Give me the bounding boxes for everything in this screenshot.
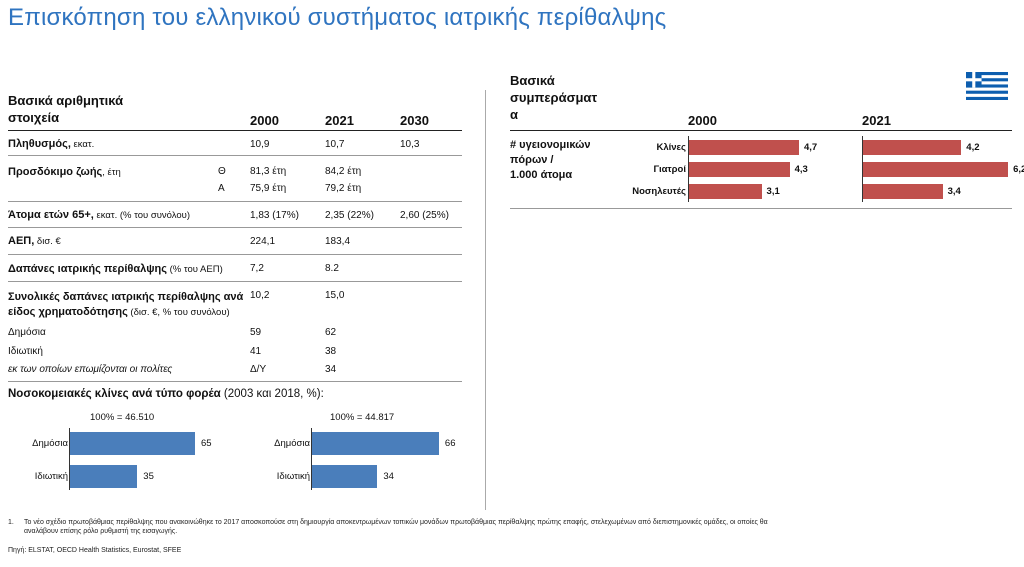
resource-value-label: 6,2: [1013, 164, 1024, 175]
elderly-2030: 2,60 (25%): [400, 210, 449, 221]
elderly-label: Άτομα ετών 65+, εκατ. (% του συνόλου): [8, 209, 191, 221]
beds-bar: [312, 465, 378, 488]
elderly-2021: 2,35 (22%): [325, 210, 374, 221]
beds-section-title: Νοσοκομειακές κλίνες ανά τύπο φορέα (200…: [8, 388, 324, 400]
resource-category-label: Γιατροί: [653, 164, 686, 175]
key-findings-line3: α: [510, 107, 518, 122]
basic-figures-header: Βασικά αριθμητικά στοιχεία: [8, 92, 123, 126]
resource-category-label: Νοσηλευτές: [632, 186, 686, 197]
resource-axis: [862, 136, 863, 202]
row-divider: [8, 227, 462, 228]
population-2021: 10,7: [325, 139, 345, 150]
resource-bar: [689, 162, 790, 177]
greek-flag-icon: [966, 72, 1008, 100]
spending-2000: 7,2: [250, 263, 264, 274]
population-2030: 10,3: [400, 139, 420, 150]
col-header-2021: 2021: [325, 113, 354, 128]
header-rule: [8, 130, 462, 131]
resource-bar: [863, 162, 1009, 177]
life-f-2000: 81,3 έτη: [250, 166, 287, 177]
beds-axis: [311, 428, 312, 490]
beds-axis: [69, 428, 70, 490]
key-findings-header: Βασικά συμπεράσματ α: [510, 72, 597, 123]
resource-bar: [863, 184, 943, 199]
spending-label: Δαπάνες ιατρικής περίθαλψης (% του ΑΕΠ): [8, 263, 223, 275]
basic-figures-header-line2: στοιχεία: [8, 110, 60, 125]
row-divider: [8, 155, 462, 156]
resource-category-label: Κλίνες: [656, 142, 686, 153]
beds-category-label: Δημόσια: [274, 438, 310, 449]
private-2000: 41: [250, 346, 262, 357]
resource-bar: [689, 140, 799, 155]
population-label: Πληθυσμός, εκατ.: [8, 138, 95, 150]
female-mark: Θ: [218, 166, 226, 177]
total-spending-label: Συνολικές δαπάνες ιατρικής περίθαλψης αν…: [8, 291, 244, 318]
beds-value-label: 34: [383, 471, 394, 482]
col-header-2030: 2030: [400, 113, 429, 128]
row-divider: [8, 254, 462, 255]
private-label: Ιδιωτική: [8, 346, 43, 357]
gdp-label: ΑΕΠ, δισ. €: [8, 235, 61, 247]
beds-total-2003: 100% = 46.510: [90, 412, 155, 423]
resource-axis: [688, 136, 689, 202]
beds-value-label: 65: [201, 438, 212, 449]
page-title: Επισκόπηση του ελληνικού συστήματος ιατρ…: [8, 4, 667, 31]
resource-value-label: 4,3: [794, 164, 808, 175]
out-of-pocket-2000: Δ/Υ: [250, 364, 267, 375]
key-findings-line2: συμπεράσματ: [510, 90, 598, 105]
resource-bar: [689, 184, 762, 199]
public-2021: 62: [325, 327, 337, 338]
gdp-2021: 183,4: [325, 236, 351, 247]
beds-category-label: Ιδιωτική: [34, 471, 68, 482]
beds-total-2018: 100% = 44.817: [330, 412, 395, 423]
total-spending-2000: 10,2: [250, 290, 270, 301]
gdp-2000: 224,1: [250, 236, 276, 247]
life-m-2000: 75,9 έτη: [250, 183, 287, 194]
column-separator: [485, 90, 486, 510]
resource-value-label: 3,1: [766, 186, 780, 197]
life-expectancy-label: Προσδόκιμο ζωής, έτη: [8, 166, 121, 178]
beds-category-label: Ιδιωτική: [276, 471, 310, 482]
life-m-2021: 79,2 έτη: [325, 183, 362, 194]
findings-bottom-rule: [510, 208, 1012, 209]
beds-category-label: Δημόσια: [32, 438, 68, 449]
resource-value-label: 4,2: [966, 142, 980, 153]
row-divider: [8, 201, 462, 202]
col-header-2000: 2000: [250, 113, 279, 128]
elderly-2000: 1,83 (17%): [250, 210, 299, 221]
beds-value-label: 35: [143, 471, 154, 482]
out-of-pocket-2021: 34: [325, 364, 337, 375]
row-divider: [8, 281, 462, 282]
findings-col-2021: 2021: [862, 113, 891, 128]
resource-bar: [863, 140, 962, 155]
beds-bar: [70, 432, 195, 455]
footnote-text: Το νέο σχέδιο πρωτοβάθμιας περίθαλψης πο…: [24, 519, 768, 535]
resources-metric-label: # υγειονομικών πόρων / 1.000 άτομα: [510, 139, 591, 181]
beds-bar: [312, 432, 439, 455]
population-2000: 10,9: [250, 139, 270, 150]
resource-value-label: 4,7: [804, 142, 818, 153]
resource-value-label: 3,4: [947, 186, 961, 197]
key-findings-line1: Βασικά: [510, 73, 555, 88]
private-2021: 38: [325, 346, 337, 357]
male-mark: Α: [218, 183, 225, 194]
spending-2021: 8.2: [325, 263, 339, 274]
out-of-pocket-label: εκ των οποίων επωμίζονται οι πολίτες: [8, 364, 173, 375]
source-note: Πηγή: ELSTAT, OECD Health Statistics, Eu…: [8, 547, 182, 554]
basic-figures-header-line1: Βασικά αριθμητικά: [8, 93, 124, 108]
findings-header-rule: [510, 130, 1012, 131]
row-divider: [8, 381, 462, 382]
beds-value-label: 66: [444, 438, 456, 449]
findings-col-2000: 2000: [688, 113, 717, 128]
footnote-number: 1.: [8, 519, 14, 526]
beds-bar: [70, 465, 138, 488]
total-spending-2021: 15,0: [325, 290, 345, 301]
public-2000: 59: [250, 327, 262, 338]
life-f-2021: 84,2 έτη: [325, 166, 362, 177]
public-label: Δημόσια: [8, 327, 46, 338]
